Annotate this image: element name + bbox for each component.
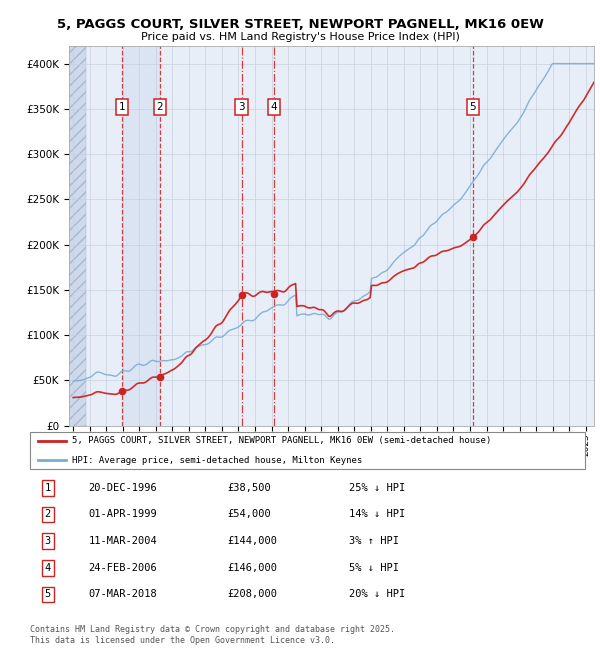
- Text: 1: 1: [44, 483, 51, 493]
- Text: HPI: Average price, semi-detached house, Milton Keynes: HPI: Average price, semi-detached house,…: [71, 456, 362, 465]
- FancyBboxPatch shape: [30, 432, 585, 469]
- Text: £146,000: £146,000: [227, 563, 277, 573]
- Text: 3: 3: [238, 102, 245, 112]
- Text: 4: 4: [44, 563, 51, 573]
- Text: 24-FEB-2006: 24-FEB-2006: [88, 563, 157, 573]
- Text: 5: 5: [470, 102, 476, 112]
- Text: £54,000: £54,000: [227, 510, 271, 519]
- Text: 20% ↓ HPI: 20% ↓ HPI: [349, 590, 406, 599]
- Text: £144,000: £144,000: [227, 536, 277, 546]
- Text: 2: 2: [157, 102, 163, 112]
- Text: 1: 1: [119, 102, 125, 112]
- Text: 2: 2: [44, 510, 51, 519]
- Text: Contains HM Land Registry data © Crown copyright and database right 2025.
This d: Contains HM Land Registry data © Crown c…: [30, 625, 395, 645]
- Text: £38,500: £38,500: [227, 483, 271, 493]
- Text: 01-APR-1999: 01-APR-1999: [88, 510, 157, 519]
- Bar: [122, 46, 160, 426]
- Text: £208,000: £208,000: [227, 590, 277, 599]
- Text: 11-MAR-2004: 11-MAR-2004: [88, 536, 157, 546]
- Text: 07-MAR-2018: 07-MAR-2018: [88, 590, 157, 599]
- Bar: [69, 46, 86, 426]
- Text: Price paid vs. HM Land Registry's House Price Index (HPI): Price paid vs. HM Land Registry's House …: [140, 32, 460, 42]
- Text: 5: 5: [44, 590, 51, 599]
- Bar: [69, 46, 86, 426]
- Text: 3% ↑ HPI: 3% ↑ HPI: [349, 536, 399, 546]
- Text: 5, PAGGS COURT, SILVER STREET, NEWPORT PAGNELL, MK16 0EW (semi-detached house): 5, PAGGS COURT, SILVER STREET, NEWPORT P…: [71, 436, 491, 445]
- Text: 5, PAGGS COURT, SILVER STREET, NEWPORT PAGNELL, MK16 0EW: 5, PAGGS COURT, SILVER STREET, NEWPORT P…: [56, 18, 544, 31]
- Text: 3: 3: [44, 536, 51, 546]
- Text: 5% ↓ HPI: 5% ↓ HPI: [349, 563, 399, 573]
- Text: 14% ↓ HPI: 14% ↓ HPI: [349, 510, 406, 519]
- Text: 25% ↓ HPI: 25% ↓ HPI: [349, 483, 406, 493]
- Text: 20-DEC-1996: 20-DEC-1996: [88, 483, 157, 493]
- Text: 4: 4: [271, 102, 277, 112]
